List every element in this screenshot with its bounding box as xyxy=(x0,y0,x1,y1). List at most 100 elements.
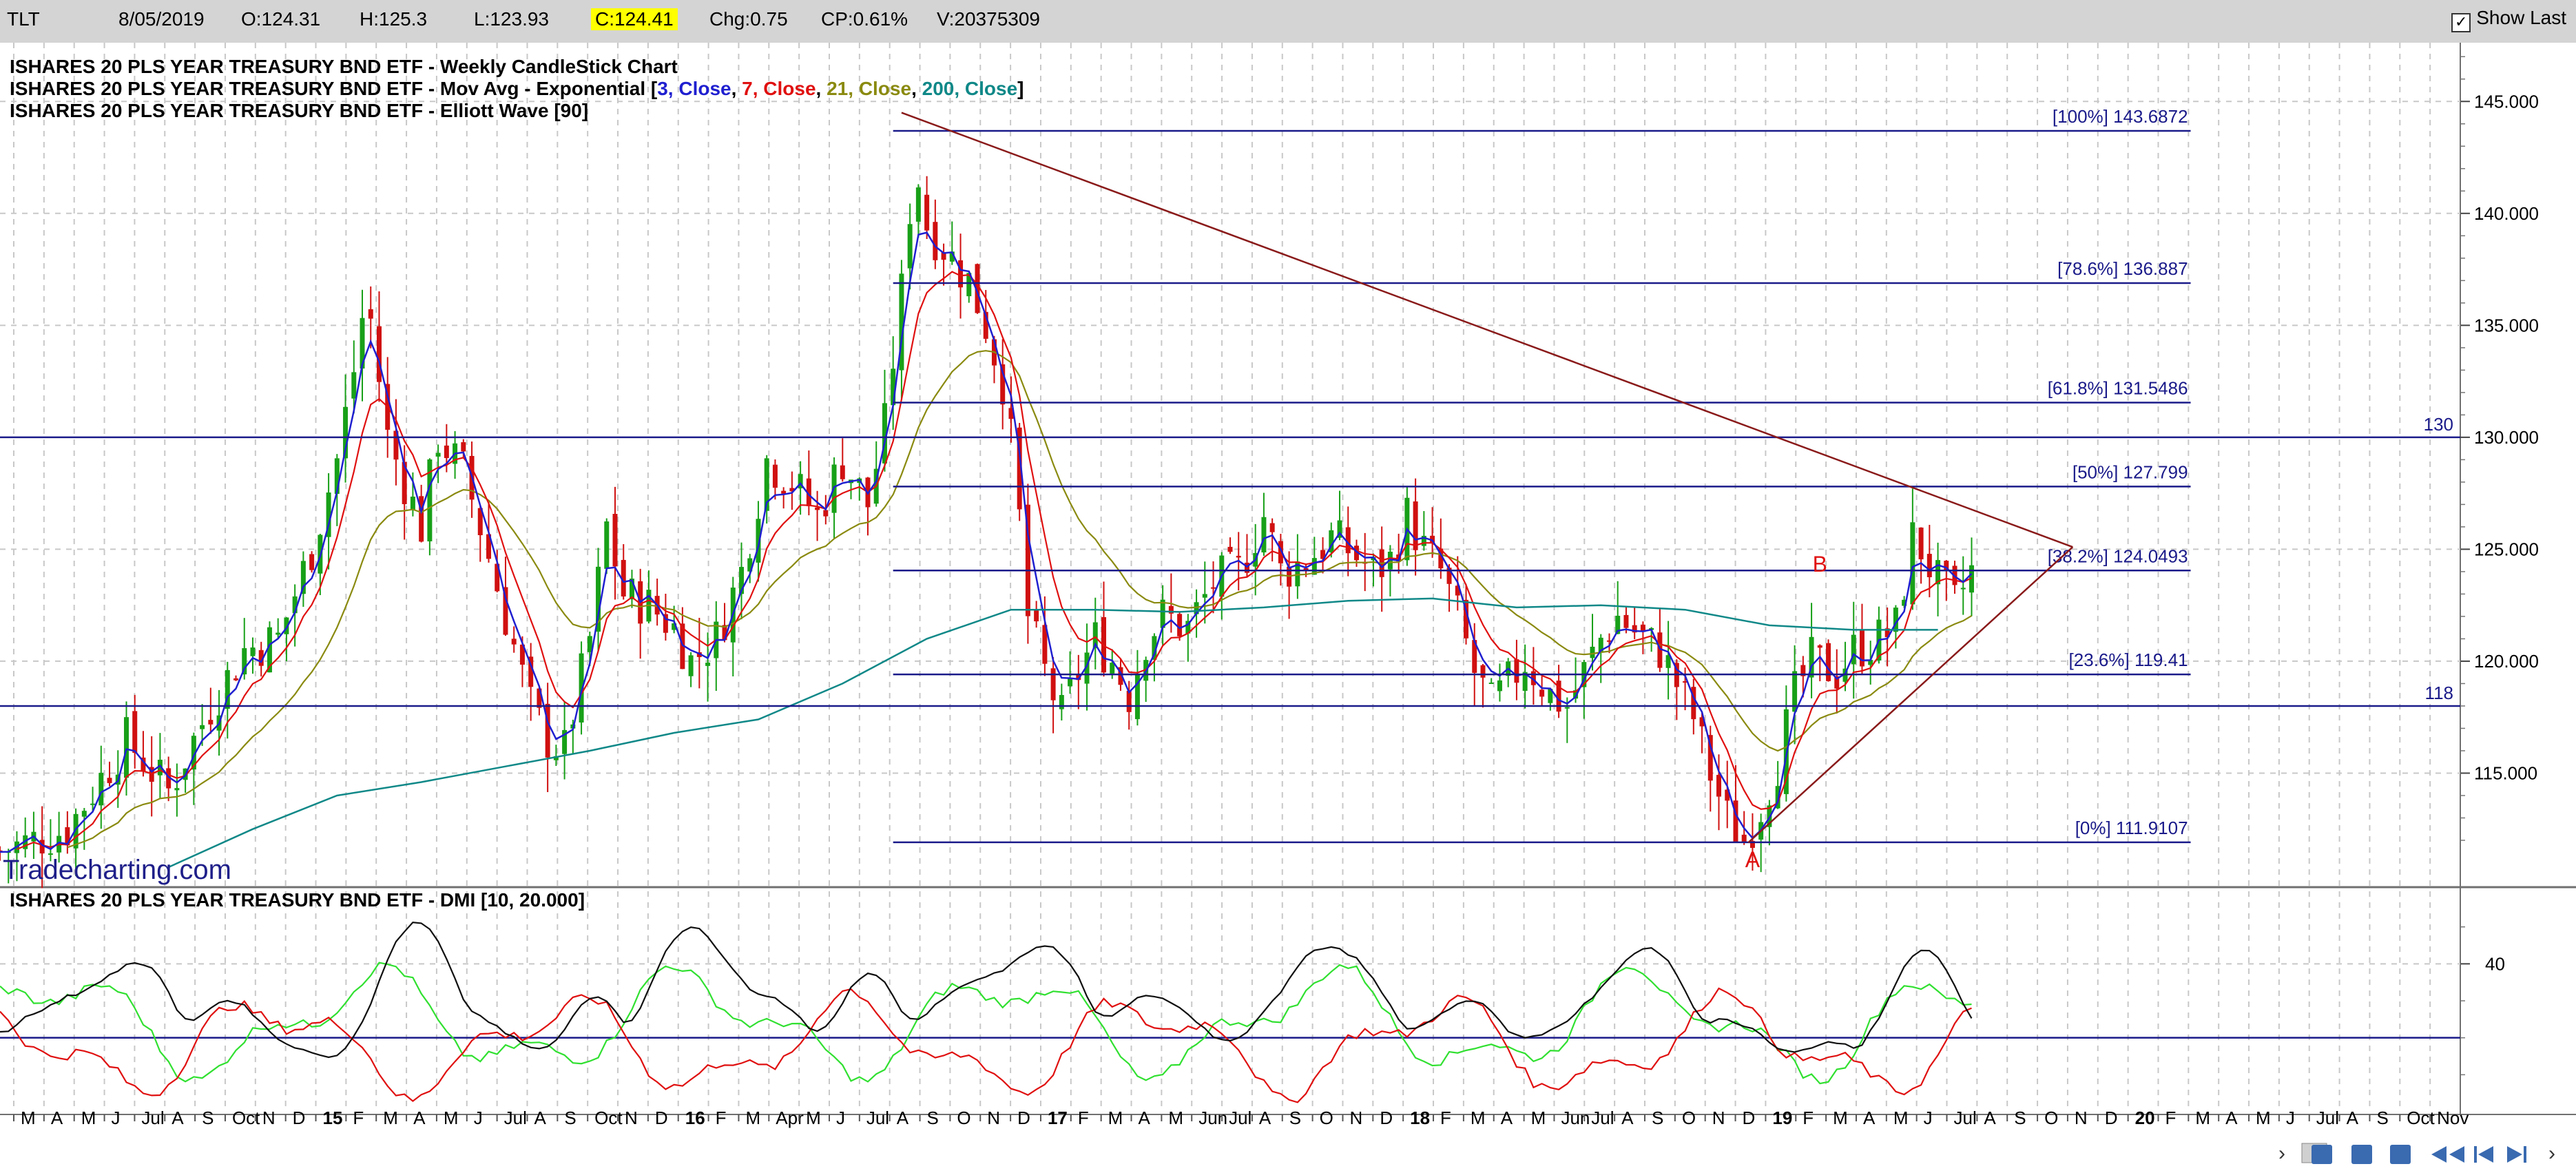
x-tick-label: Nov xyxy=(2437,1108,2469,1128)
candle-body xyxy=(1353,546,1359,561)
candle-body xyxy=(258,650,264,666)
ema-200-line xyxy=(168,597,1938,869)
watermark: Tradecharting.com xyxy=(3,855,231,885)
x-tick-label: N xyxy=(1712,1108,1725,1128)
candle-body xyxy=(798,474,803,488)
x-tick-label: A xyxy=(1501,1108,1513,1128)
first-bar-icon[interactable] xyxy=(2474,1146,2493,1163)
candle-body xyxy=(1910,522,1915,605)
x-tick-label: A xyxy=(172,1108,184,1128)
candle-body xyxy=(772,464,778,488)
legend-line-ma: ISHARES 20 PLS YEAR TREASURY BND ETF - M… xyxy=(10,78,1024,99)
candle-body xyxy=(1311,558,1317,575)
candle-body xyxy=(1741,834,1747,842)
zoom-in-icon[interactable] xyxy=(2312,1145,2332,1164)
candle-body xyxy=(1488,683,1494,685)
x-tick-label: A xyxy=(1621,1108,1634,1128)
x-tick-label: Oct xyxy=(594,1108,623,1128)
candle-body xyxy=(1606,640,1612,642)
candle-body xyxy=(267,627,272,673)
candle-body xyxy=(823,510,829,517)
x-tick-label: M xyxy=(444,1108,459,1128)
candle-body xyxy=(123,717,129,778)
candle-body xyxy=(427,459,433,541)
trendline-0 xyxy=(901,112,2073,548)
candle-body xyxy=(1430,535,1435,543)
candle-body xyxy=(1522,672,1528,692)
candle-body xyxy=(1935,560,1941,585)
candle-body xyxy=(1084,652,1090,684)
candle-body xyxy=(48,853,53,855)
x-tick-label: S xyxy=(202,1108,214,1128)
symbol-label: TLT xyxy=(7,8,40,30)
candle-body xyxy=(225,669,230,709)
checkmark-icon: ✓ xyxy=(2451,13,2471,32)
x-tick-label: F xyxy=(716,1108,727,1128)
scroll-right-end-icon[interactable]: › xyxy=(2548,1142,2555,1165)
candle-body xyxy=(1118,667,1123,685)
candle-body xyxy=(98,773,104,806)
candle-body xyxy=(435,453,441,457)
legend-line-elliott: ISHARES 20 PLS YEAR TREASURY BND ETF - E… xyxy=(10,100,588,121)
candle-body xyxy=(1800,665,1806,676)
candle-body xyxy=(334,458,340,495)
candle-body xyxy=(1969,565,1974,593)
ema-21-line xyxy=(67,350,1973,849)
candle-body xyxy=(1902,599,1907,606)
scroll-controls: › › xyxy=(0,1135,2576,1170)
candle-body xyxy=(1042,625,1048,664)
x-tick-label: J xyxy=(112,1108,121,1128)
candle-body xyxy=(1539,689,1545,697)
candle-body xyxy=(1050,668,1056,700)
open-label: O:124.31 xyxy=(241,8,321,30)
candle-body xyxy=(1691,687,1696,720)
candle-body xyxy=(1960,588,1966,590)
fib-label: [100%] 143.6872 xyxy=(2053,106,2188,127)
scroll-right-icon[interactable]: › xyxy=(2278,1142,2285,1165)
hline-label: 118 xyxy=(2425,683,2453,703)
last-bar-icon[interactable] xyxy=(2507,1146,2526,1163)
zoom-out-icon[interactable] xyxy=(2351,1145,2372,1164)
candle-body xyxy=(233,678,239,681)
candle-body xyxy=(1893,608,1898,632)
trendline-1 xyxy=(1747,546,2074,844)
x-tick-label: S xyxy=(1652,1108,1663,1128)
candle-body xyxy=(933,222,938,260)
candle-body xyxy=(789,488,795,492)
x-tick-label: D xyxy=(1380,1108,1393,1128)
show-last-checkbox[interactable]: ✓ Show Last xyxy=(2451,7,2566,32)
candle-body xyxy=(722,625,727,641)
candle-body xyxy=(1926,554,1932,578)
candle-body xyxy=(1573,690,1579,699)
x-tick-label: O xyxy=(957,1108,970,1128)
candle-body xyxy=(90,803,96,805)
x-tick-label: Jun xyxy=(1561,1108,1590,1128)
candle-body xyxy=(663,614,668,633)
candle-body xyxy=(1017,427,1022,510)
candle-body xyxy=(1598,637,1603,652)
candle-body xyxy=(419,496,424,542)
candle-body xyxy=(1303,568,1309,571)
candle-body xyxy=(191,736,196,770)
candle-body xyxy=(410,497,415,510)
candle-body xyxy=(1834,676,1840,689)
candle-body xyxy=(1278,541,1283,563)
candle-body xyxy=(1615,615,1621,634)
candle-body xyxy=(1918,527,1924,560)
chart-area[interactable]: M A M J Jul A S Oct N D 15 F M A M J Jul A S Oct N D 16 F M Apr M J… xyxy=(0,43,2576,1135)
close-label: C:124.41 xyxy=(591,8,678,30)
y-tick-label: 120.000 xyxy=(2474,651,2539,672)
legend-line-candles: ISHARES 20 PLS YEAR TREASURY BND ETF - W… xyxy=(10,56,678,77)
rewind-icon[interactable] xyxy=(2431,1146,2464,1163)
candle-body xyxy=(1623,614,1629,628)
x-tick-label: 19 xyxy=(1772,1108,1792,1128)
candle-body xyxy=(444,445,449,459)
candle-body xyxy=(747,558,753,572)
x-tick-label: S xyxy=(2376,1108,2388,1128)
fit-icon[interactable] xyxy=(2390,1145,2411,1164)
candle-body xyxy=(511,639,517,645)
candle-body xyxy=(696,652,702,657)
x-tick-label: Jun xyxy=(1198,1108,1227,1128)
x-tick-label: F xyxy=(1803,1108,1814,1128)
